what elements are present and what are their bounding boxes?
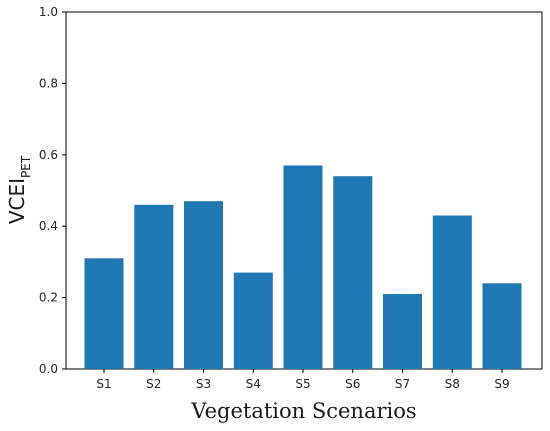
y-axis-label-subscript: PET [19, 155, 33, 178]
y-tick-label: 0.2 [39, 291, 58, 305]
bar-s5 [283, 165, 323, 369]
x-axis-label: Vegetation Scenarios [190, 399, 416, 423]
x-tick-label: S7 [395, 377, 410, 391]
y-tick-label: 0.6 [39, 148, 58, 162]
x-tick-label: S8 [445, 377, 460, 391]
bar-s8 [432, 215, 472, 369]
x-tick-label: S1 [96, 377, 111, 391]
bar-s3 [184, 201, 223, 369]
bar-s9 [482, 283, 522, 369]
bar-s1 [84, 258, 124, 369]
x-tick-label: S6 [345, 377, 360, 391]
x-tick-label: S5 [295, 377, 310, 391]
y-axis-label-main: VCEI [5, 178, 29, 224]
x-tick-label: S2 [146, 377, 161, 391]
x-tick-label: S4 [246, 377, 261, 391]
y-tick-label: 0.0 [39, 362, 58, 376]
x-tick-label: S3 [196, 377, 211, 391]
x-axis-ticks: S1 S2 S3 S4 S5 S6 S7 S8 S9 [96, 369, 510, 391]
y-tick-label: 0.8 [39, 76, 58, 90]
bar-s7 [383, 294, 422, 369]
bars-group [84, 165, 522, 369]
bar-s2 [134, 204, 174, 369]
bar-s4 [233, 272, 273, 369]
y-axis-ticks: 0.0 0.2 0.4 0.6 0.8 1.0 [39, 5, 66, 376]
y-tick-label: 1.0 [39, 5, 58, 19]
bar-s6 [333, 176, 373, 369]
y-tick-label: 0.4 [39, 219, 58, 233]
y-axis-label: VCEIPET [5, 155, 33, 224]
x-tick-label: S9 [494, 377, 509, 391]
